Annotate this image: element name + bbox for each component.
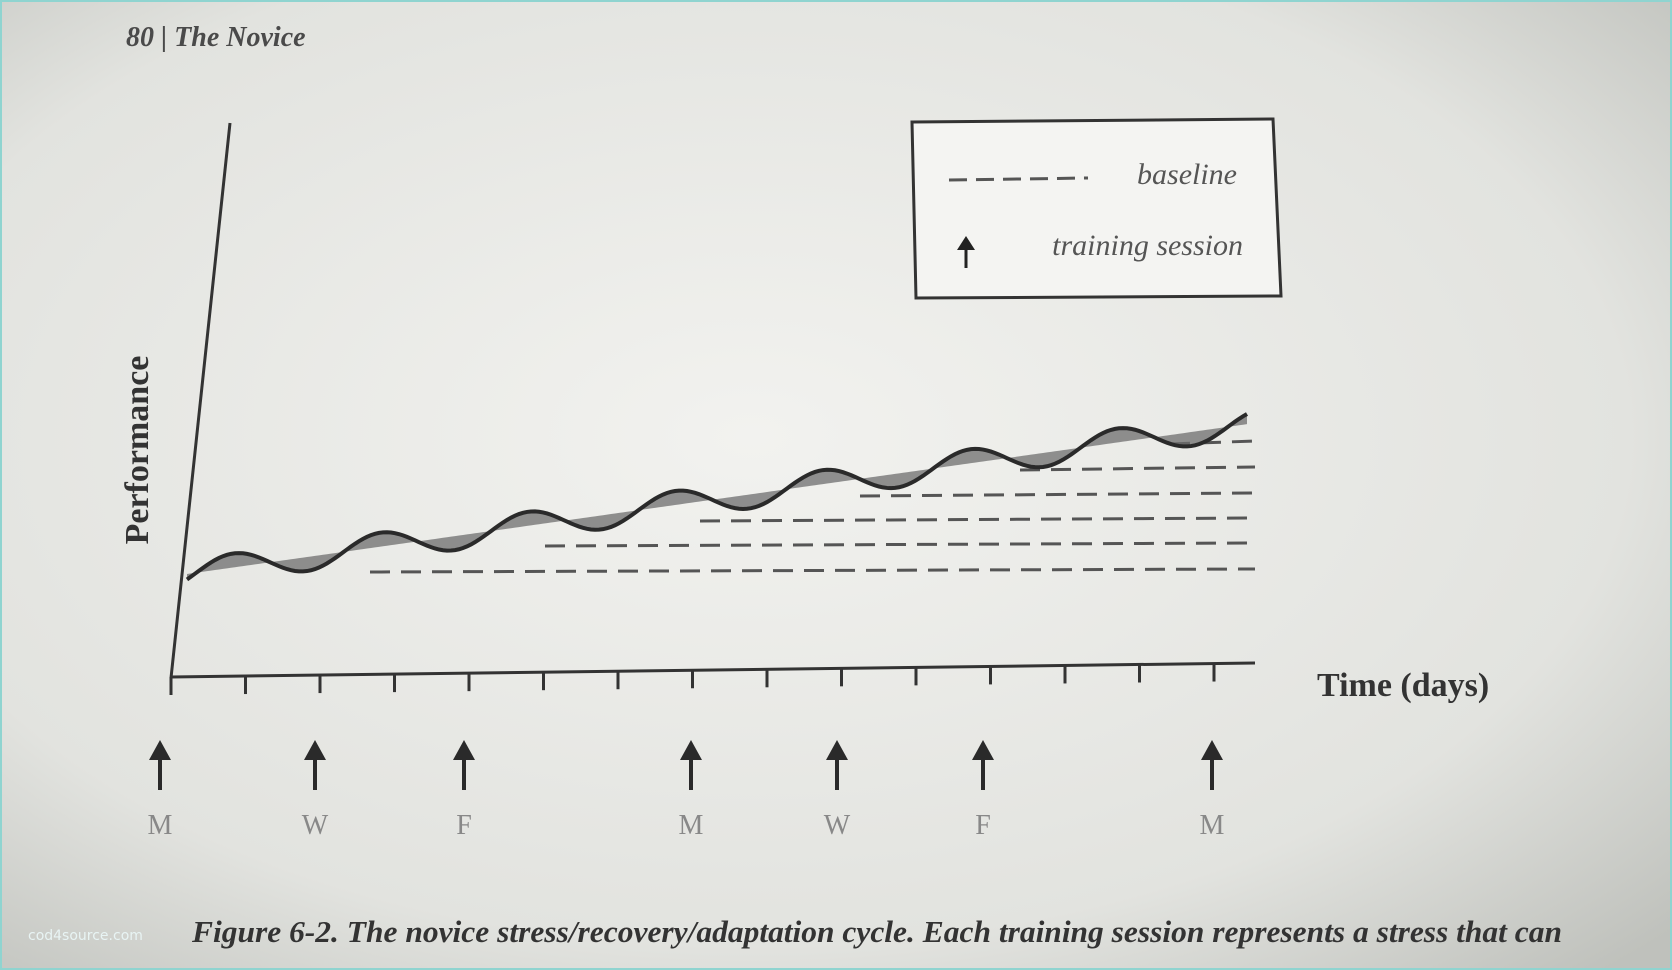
baseline-dash: [1019, 465, 1256, 472]
caption: Figure 6-2. The novice stress/recovery/a…: [191, 914, 1562, 949]
legend: baseline training session: [910, 117, 1283, 300]
baseline-dash: [859, 491, 1256, 498]
day-label: W: [824, 810, 851, 841]
session-arrow-head: [453, 740, 475, 760]
legend-training: training session: [1052, 229, 1243, 262]
legend-box: [910, 117, 1283, 300]
day-label: M: [679, 810, 704, 841]
y-axis: [169, 122, 232, 679]
session-arrow-head: [826, 740, 848, 760]
legend-dash: [948, 176, 1089, 182]
legend-arrow-head: [957, 236, 975, 250]
x-axis-label: Time (days): [1317, 667, 1489, 704]
legend-baseline: baseline: [1137, 158, 1237, 191]
plot: [169, 412, 1256, 695]
day-label: F: [456, 810, 472, 841]
session-arrow-head: [304, 740, 326, 760]
session-arrow-head: [972, 740, 994, 760]
watermark: cod4source.com: [28, 928, 143, 944]
session-arrow-head: [680, 740, 702, 760]
curve-band: [187, 413, 1247, 580]
baseline-dash: [369, 567, 1256, 574]
session-arrow-head: [1201, 740, 1223, 760]
day-label: F: [975, 810, 991, 841]
session-arrow-head: [149, 740, 171, 760]
day-label: W: [302, 810, 329, 841]
x-axis: [170, 661, 1256, 679]
day-label: M: [1200, 810, 1225, 841]
baseline-dash: [544, 541, 1256, 548]
day-label: M: [148, 810, 173, 841]
performance-curve: [185, 412, 1249, 582]
y-axis-label: Performance: [119, 356, 156, 545]
page-header: 80 | The Novice: [126, 22, 306, 53]
